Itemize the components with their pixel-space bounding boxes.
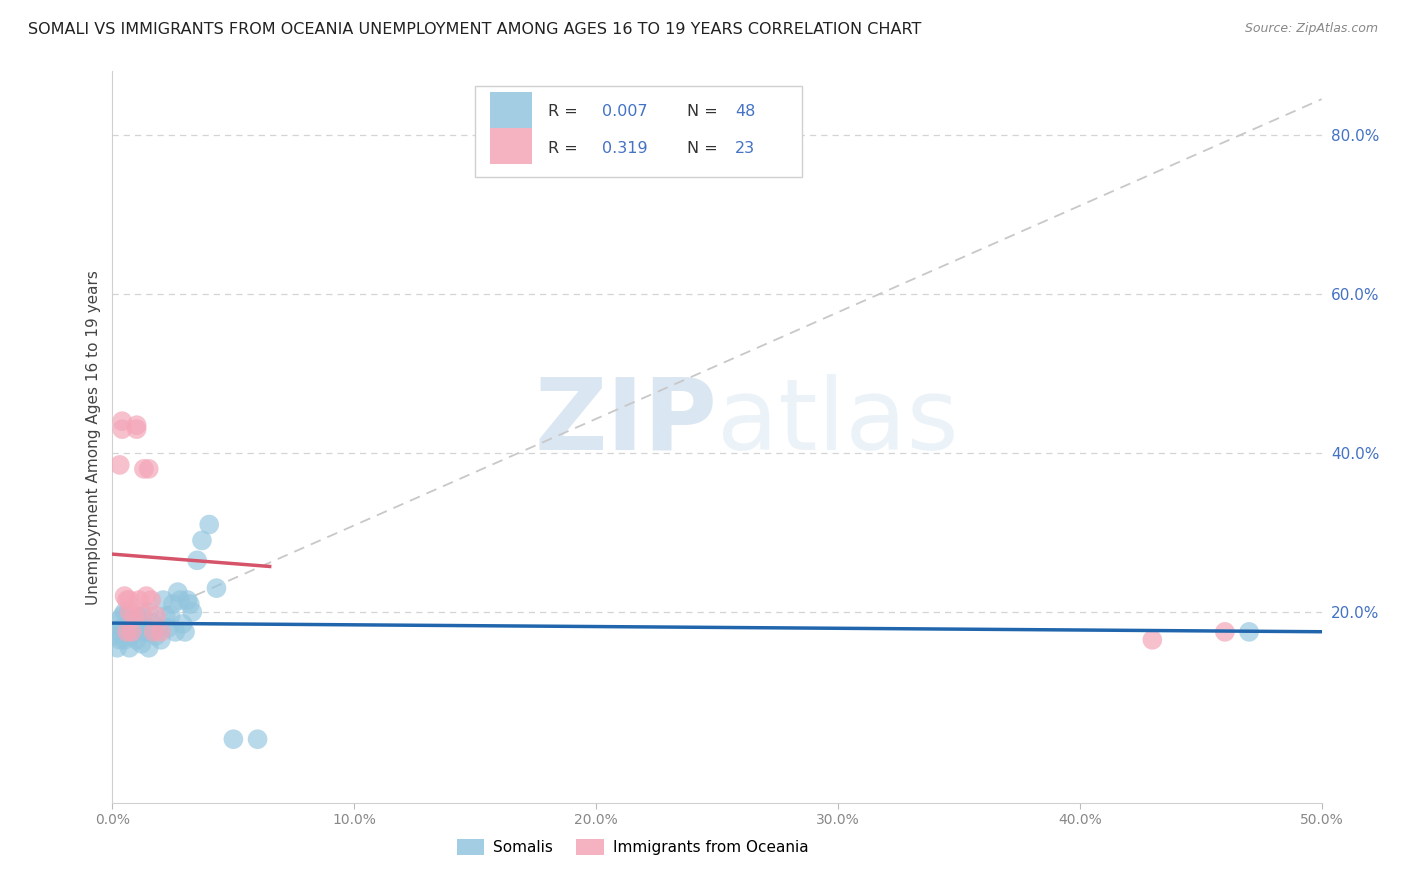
Point: [172, 616, 194, 631]
Point: [205, 581, 228, 595]
Point: [111, 422, 134, 436]
Point: [138, 462, 160, 476]
Point: [148, 621, 170, 635]
Point: [111, 414, 134, 428]
Point: [121, 624, 143, 639]
Point: [125, 418, 148, 433]
Point: [155, 609, 177, 624]
Point: [162, 597, 184, 611]
Text: R =: R =: [548, 104, 582, 120]
Point: [115, 593, 138, 607]
Point: [159, 609, 181, 624]
Text: ZIP: ZIP: [534, 374, 717, 471]
Point: [138, 640, 160, 655]
Text: 0.319: 0.319: [602, 141, 648, 156]
Point: [101, 629, 124, 643]
Point: [141, 593, 163, 607]
Point: [128, 593, 150, 607]
Point: [1142, 632, 1164, 647]
Point: [157, 621, 180, 635]
Point: [142, 624, 165, 639]
Point: [198, 517, 221, 532]
Text: SOMALI VS IMMIGRANTS FROM OCEANIA UNEMPLOYMENT AMONG AGES 16 TO 19 YEARS CORRELA: SOMALI VS IMMIGRANTS FROM OCEANIA UNEMPL…: [28, 22, 921, 37]
Point: [152, 593, 174, 607]
FancyBboxPatch shape: [489, 128, 531, 164]
Point: [108, 613, 131, 627]
Text: atlas: atlas: [717, 374, 959, 471]
Point: [122, 616, 145, 631]
Point: [246, 732, 269, 747]
Point: [135, 624, 157, 639]
Y-axis label: Unemployment Among Ages 16 to 19 years: Unemployment Among Ages 16 to 19 years: [86, 269, 101, 605]
Point: [114, 589, 136, 603]
Text: 48: 48: [735, 104, 755, 120]
Point: [115, 624, 138, 639]
Point: [165, 624, 187, 639]
Point: [131, 609, 153, 624]
Text: 23: 23: [735, 141, 755, 156]
Point: [115, 629, 138, 643]
Point: [114, 605, 136, 619]
Point: [179, 597, 201, 611]
Point: [122, 609, 145, 624]
Point: [125, 632, 148, 647]
Point: [118, 593, 141, 607]
Point: [104, 624, 127, 639]
Point: [121, 629, 143, 643]
Text: N =: N =: [686, 141, 723, 156]
Point: [132, 616, 155, 631]
Point: [181, 605, 204, 619]
Text: Source: ZipAtlas.com: Source: ZipAtlas.com: [1244, 22, 1378, 36]
Point: [141, 624, 163, 639]
Point: [118, 605, 141, 619]
Legend: Somalis, Immigrants from Oceania: Somalis, Immigrants from Oceania: [450, 833, 814, 861]
Point: [111, 609, 134, 624]
Point: [191, 533, 214, 548]
Point: [142, 616, 165, 631]
FancyBboxPatch shape: [489, 92, 531, 128]
Point: [138, 605, 160, 619]
Point: [186, 553, 208, 567]
Point: [108, 632, 131, 647]
Point: [131, 605, 153, 619]
Point: [118, 605, 141, 619]
Point: [149, 632, 172, 647]
Text: N =: N =: [686, 104, 723, 120]
Point: [176, 593, 198, 607]
Point: [118, 640, 141, 655]
Point: [125, 422, 148, 436]
Point: [174, 624, 197, 639]
Point: [135, 589, 157, 603]
Point: [131, 637, 153, 651]
Point: [114, 632, 136, 647]
Point: [108, 458, 131, 472]
Point: [132, 462, 155, 476]
Point: [166, 585, 188, 599]
Point: [222, 732, 245, 747]
Point: [149, 624, 172, 639]
Point: [128, 624, 150, 639]
Text: 0.007: 0.007: [602, 104, 648, 120]
Point: [1237, 624, 1260, 639]
Point: [145, 629, 167, 643]
FancyBboxPatch shape: [475, 86, 801, 178]
Point: [125, 609, 148, 624]
Point: [105, 640, 128, 655]
Point: [145, 609, 167, 624]
Point: [1213, 624, 1236, 639]
Point: [169, 593, 191, 607]
Point: [111, 621, 134, 635]
Text: R =: R =: [548, 141, 582, 156]
